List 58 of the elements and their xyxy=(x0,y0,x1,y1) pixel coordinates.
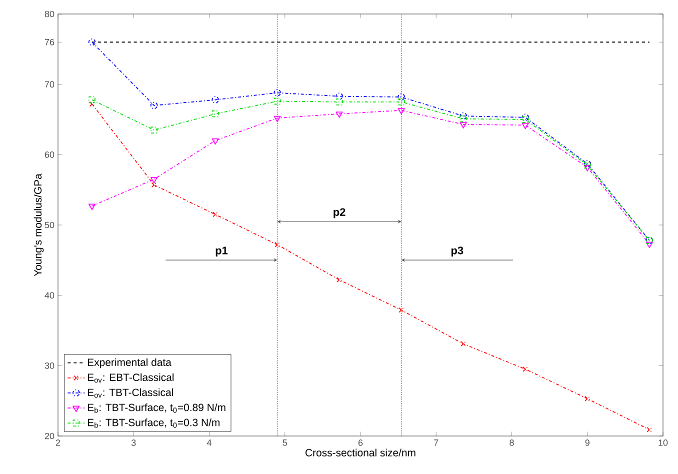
point xyxy=(336,112,343,118)
point xyxy=(89,101,95,107)
y-tick-label: 70 xyxy=(44,81,54,88)
y-tick-label: 50 xyxy=(44,222,54,228)
point xyxy=(460,112,467,120)
point xyxy=(398,108,405,114)
point xyxy=(460,122,467,128)
point xyxy=(460,115,467,122)
y-tick-label: 80 xyxy=(44,10,54,18)
legend-label: E$_{ov}$: TBT-Classical xyxy=(88,388,173,398)
point xyxy=(151,182,157,188)
point xyxy=(150,126,158,134)
point xyxy=(522,114,529,122)
point xyxy=(398,93,405,101)
point xyxy=(646,242,653,248)
y-axis-title: Young's modulus/GPa xyxy=(34,174,44,276)
point xyxy=(88,38,96,46)
point xyxy=(646,426,652,432)
x-tick-label: 3 xyxy=(131,440,136,446)
point xyxy=(522,122,529,130)
point xyxy=(88,204,96,210)
point xyxy=(212,138,219,145)
x-tick-label: 6 xyxy=(358,440,363,446)
y-tick-label: 76 xyxy=(44,38,54,46)
point xyxy=(336,98,343,106)
point xyxy=(398,98,405,106)
x-tick-label: 9 xyxy=(585,440,590,446)
point xyxy=(274,116,281,122)
legend-label: Experimental data xyxy=(88,358,172,368)
x-tick-label: 4 xyxy=(206,440,212,446)
annotation: p1 xyxy=(216,246,228,256)
x-axis-title: Cross-sectional size/nm xyxy=(306,448,416,456)
x-tick-label: 7 xyxy=(434,440,438,446)
point xyxy=(274,98,281,105)
point xyxy=(522,366,528,372)
y-tick-label: 40 xyxy=(44,292,54,299)
legend-label: E$_{b}$: TBT-Surface, t$_{0}$=0.89 N/m xyxy=(88,403,226,413)
annotation: p2 xyxy=(334,208,346,218)
point xyxy=(274,89,281,96)
point xyxy=(522,116,529,123)
annotation: p3 xyxy=(451,246,464,256)
y-tick-label: 60 xyxy=(44,151,54,158)
x-tick-label: 5 xyxy=(282,440,287,446)
point xyxy=(584,165,591,172)
point xyxy=(336,92,343,100)
point xyxy=(212,110,219,118)
point xyxy=(88,96,96,104)
point xyxy=(212,96,219,104)
x-tick-label: 2 xyxy=(56,440,60,446)
legend-label: E$_{ov}$: EBT-Classical xyxy=(88,373,174,383)
point xyxy=(584,396,590,402)
y-tick-label: 20 xyxy=(44,432,54,440)
y-tick-label: 30 xyxy=(44,362,54,369)
x-tick-label: 10 xyxy=(658,440,668,446)
point xyxy=(150,102,158,110)
point xyxy=(150,177,158,184)
x-tick-label: 8 xyxy=(510,440,514,446)
legend-label: E$_{b}$: TBT-Surface, t$_{0}$=0.3 N/m xyxy=(88,418,220,428)
